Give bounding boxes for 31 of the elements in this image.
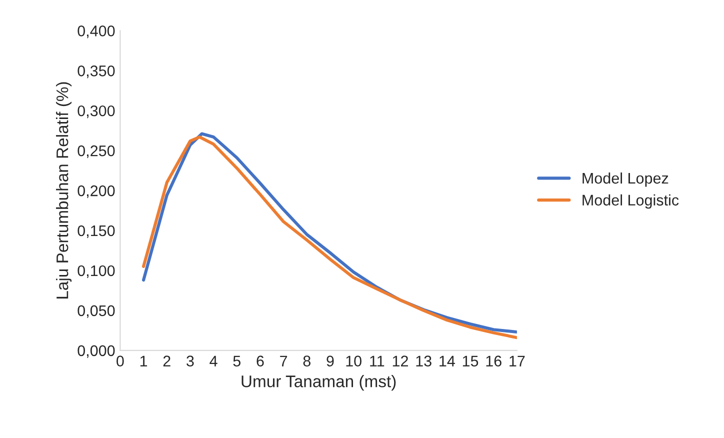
x-tick-label: 4 [210,356,218,366]
x-tick-label: 11 [370,356,384,366]
y-tick-label: 0,200 [78,185,115,198]
x-tick-label: 7 [280,356,288,366]
x-tick-label: 9 [326,356,334,366]
x-axis-title: Umur Tanaman (mst) [242,375,396,391]
x-tick-label: 15 [462,356,478,366]
y-tick-label: 0,300 [78,105,115,118]
y-tick-label: 0,050 [78,305,115,318]
x-tick-label: 5 [233,356,240,366]
x-tick-label: 13 [416,356,432,366]
x-tick-label: 10 [346,356,362,366]
x-tick-label: 6 [256,356,264,366]
y-tick-label: 0,350 [78,65,115,78]
x-tick-label: 3 [186,356,194,366]
legend-label: Model Logistic [582,194,679,209]
y-axis-title: Laju Pertumbuhan Relatif (%) [56,82,72,298]
x-tick-label: 14 [440,356,455,366]
x-tick-label: 17 [510,356,525,366]
x-tick-label: 16 [486,356,502,366]
y-tick-label: 0,000 [78,345,115,358]
y-tick-label: 0,250 [78,145,115,158]
y-tick-label: 0,100 [78,265,115,278]
x-tick-label: 12 [392,356,408,366]
x-tick-label: 0 [116,356,124,366]
legend-label: Model Lopez [582,172,668,187]
y-tick-label: 0,400 [78,26,115,38]
y-tick-label: 0,150 [78,225,115,238]
x-tick-label: 1 [140,356,148,366]
x-tick-label: 8 [303,356,310,366]
x-tick-label: 2 [163,356,170,366]
